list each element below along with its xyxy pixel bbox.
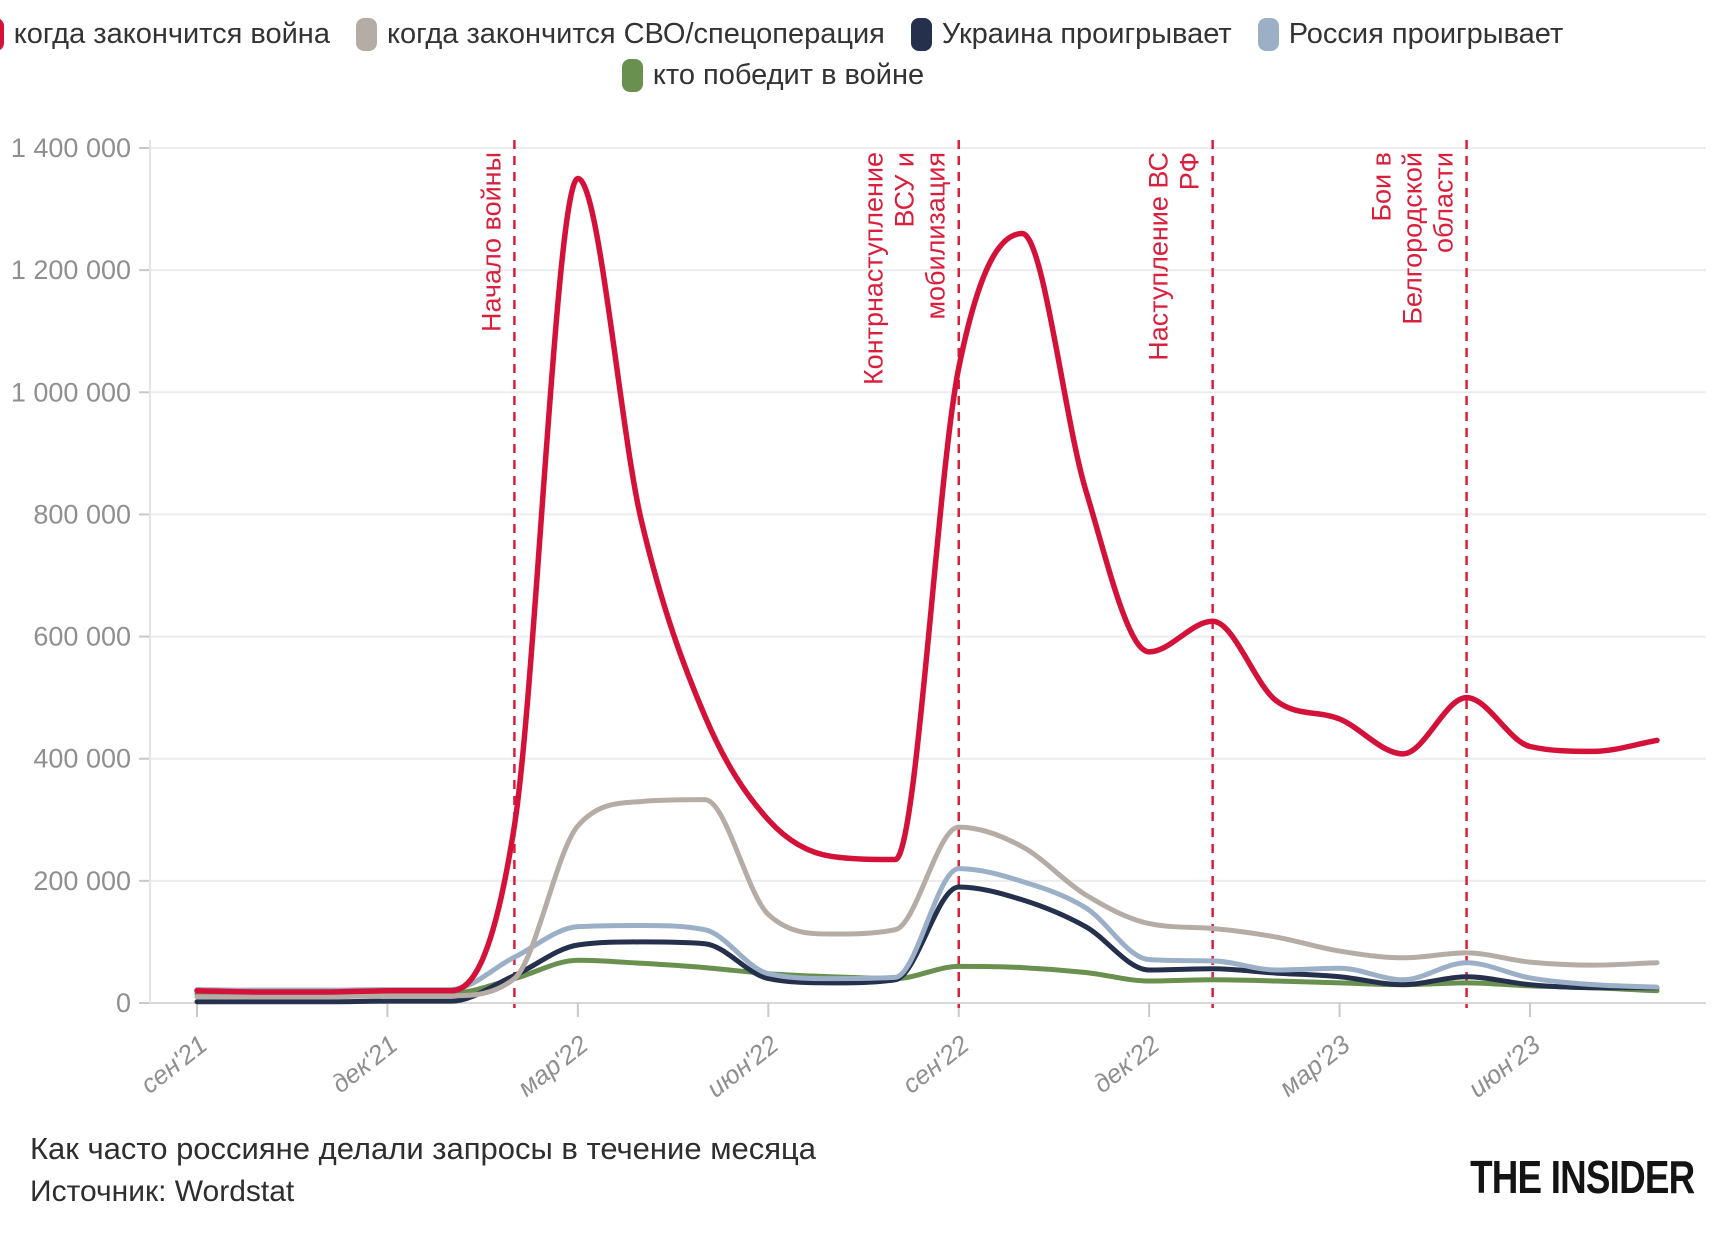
x-axis-tick-label: сен'21 [135, 1029, 213, 1099]
legend-swatch-war-end-icon [0, 18, 4, 51]
y-axis-tick-label: 600 000 [33, 622, 131, 652]
x-axis-tick-label: мар'23 [1273, 1029, 1355, 1103]
x-axis-tick-label: дек'22 [1087, 1029, 1165, 1099]
series-line-0 [194, 175, 1660, 995]
legend: когда закончится война когда закончится … [0, 18, 1563, 92]
y-axis-tick-label: 800 000 [33, 499, 131, 529]
y-axis-tick-label: 200 000 [33, 866, 131, 896]
legend-item-ukraine-losing: Украина проигрывает [910, 18, 1232, 51]
legend-swatch-svo-end-icon [355, 18, 377, 51]
legend-swatch-ukraine-losing-icon [910, 18, 932, 51]
event-label: области [1429, 152, 1459, 253]
legend-item-war-end: когда закончится война [0, 18, 330, 51]
legend-item-who-wins: кто победит в войне [621, 59, 925, 92]
y-axis-tick-label: 1 200 000 [11, 255, 131, 285]
legend-item-russia-losing: Россия проигрывает [1257, 18, 1564, 51]
legend-item-svo-end: когда закончится СВО/спецоперация [355, 18, 885, 51]
footer: Как часто россияне делали запросы в тече… [30, 1128, 1702, 1212]
y-axis-tick-label: 400 000 [33, 744, 131, 774]
series-line-2 [194, 884, 1660, 1005]
legend-row-2: кто победит в войне [38, 59, 1508, 92]
event-label: Наступление ВС [1144, 152, 1174, 361]
legend-row-1: когда закончится война когда закончится … [0, 18, 1563, 51]
legend-label-russia-losing: Россия проигрывает [1288, 18, 1564, 50]
legend-label-war-end: когда закончится война [13, 18, 330, 50]
chart-caption: Как часто россияне делали запросы в тече… [30, 1131, 817, 1166]
legend-label-ukraine-losing: Украина проигрывает [941, 18, 1232, 50]
event-label: Начало войны [476, 152, 506, 332]
event-label: ВСУ и [890, 152, 920, 227]
series-lines [194, 175, 1660, 1005]
legend-swatch-who-wins-icon [621, 59, 643, 92]
x-axis-tick-label: июн'22 [701, 1029, 785, 1104]
brand-logo: THE INSIDER [1469, 1151, 1695, 1203]
legend-label-who-wins: кто победит в войне [652, 59, 925, 91]
x-axis: сен'21 дек'21 мар'22 июн'22 сен'22 дек'22 мар'… [135, 1003, 1546, 1104]
event-label: Бои в [1367, 152, 1397, 222]
x-axis-tick-label: дек'21 [326, 1029, 404, 1099]
annotations: Начало войны Контрнаступление ВСУ и мобилиз… [476, 140, 1468, 1008]
event-label: РФ [1175, 152, 1205, 190]
y-axis-tick-label: 1 000 000 [11, 377, 131, 407]
line-chart: 0 200 000 400 000 600 000 800 000 1 000 000 1 … [11, 133, 1706, 1104]
x-axis-tick-label: мар'22 [512, 1029, 594, 1103]
legend-label-svo-end: когда закончится СВО/спецоперация [386, 18, 885, 50]
x-axis-tick-label: сен'22 [896, 1029, 975, 1100]
series-line-1 [194, 797, 1660, 1000]
y-axis-tick-label: 0 [116, 988, 131, 1018]
x-axis-tick-label: июн'23 [1462, 1029, 1546, 1104]
event-label: Контрнаступление [859, 152, 889, 385]
legend-swatch-russia-losing-icon [1257, 18, 1279, 51]
chart-source: Источник: Wordstat [30, 1174, 295, 1208]
event-label: Белгородской [1398, 152, 1428, 325]
y-axis-tick-label: 1 400 000 [11, 133, 131, 163]
event-label: мобилизация [921, 152, 951, 320]
